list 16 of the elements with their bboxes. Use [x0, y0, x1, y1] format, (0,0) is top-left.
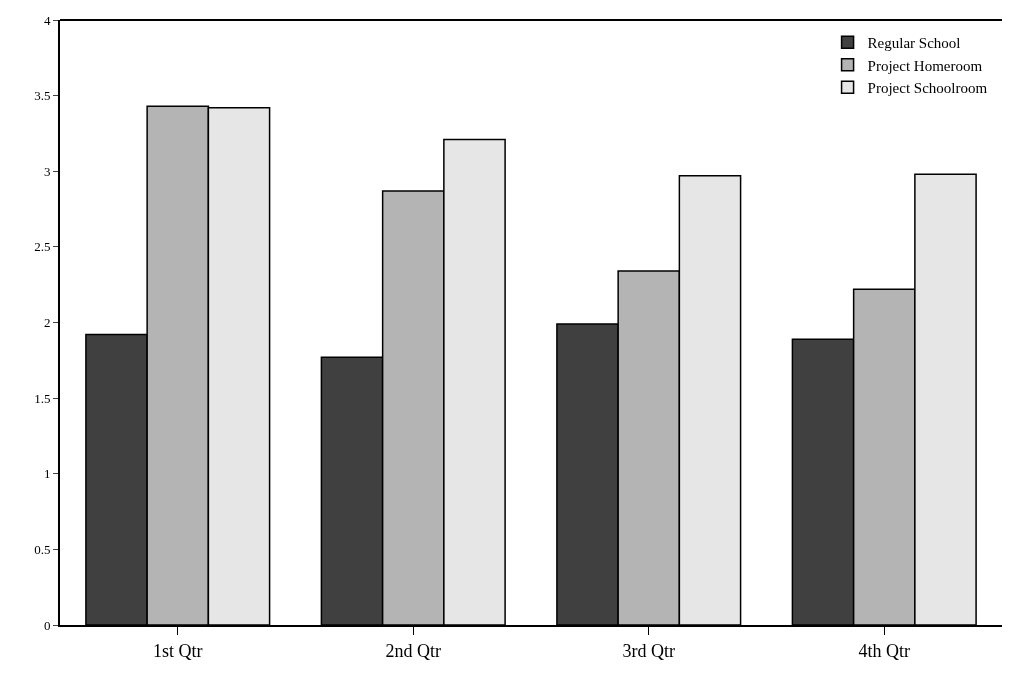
y-tick-label: 1.5: [34, 390, 51, 406]
legend-label: Project Schoolroom: [867, 80, 988, 97]
x-tick-label: 2nd Qtr: [385, 640, 441, 661]
y-tick-label: 1: [43, 466, 51, 482]
y-tick-label: 0: [43, 617, 51, 633]
legend-label: Project Homeroom: [867, 57, 983, 74]
y-tick-label: 3: [43, 163, 51, 179]
y-tick-label: 0.5: [34, 541, 51, 557]
y-tick-label: 3.5: [34, 88, 51, 104]
y-tick-label: 2.5: [34, 239, 51, 255]
y-tick-label: 4: [43, 12, 51, 28]
x-tick-label: 4th Qtr: [858, 640, 910, 661]
x-tick-label: 3rd Qtr: [622, 640, 675, 661]
legend-label: Regular School: [867, 35, 961, 52]
x-tick-label: 1st Qtr: [153, 640, 203, 661]
y-tick-label: 2: [43, 315, 51, 331]
